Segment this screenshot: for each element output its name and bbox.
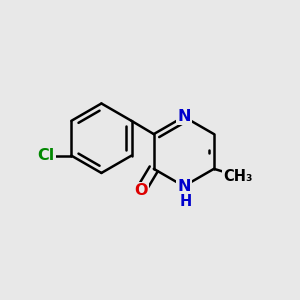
Text: CH₃: CH₃ xyxy=(223,169,253,184)
Text: N: N xyxy=(177,109,190,124)
Text: N: N xyxy=(177,179,190,194)
Text: H: H xyxy=(179,194,191,209)
Text: O: O xyxy=(134,183,148,198)
Text: Cl: Cl xyxy=(38,148,55,163)
